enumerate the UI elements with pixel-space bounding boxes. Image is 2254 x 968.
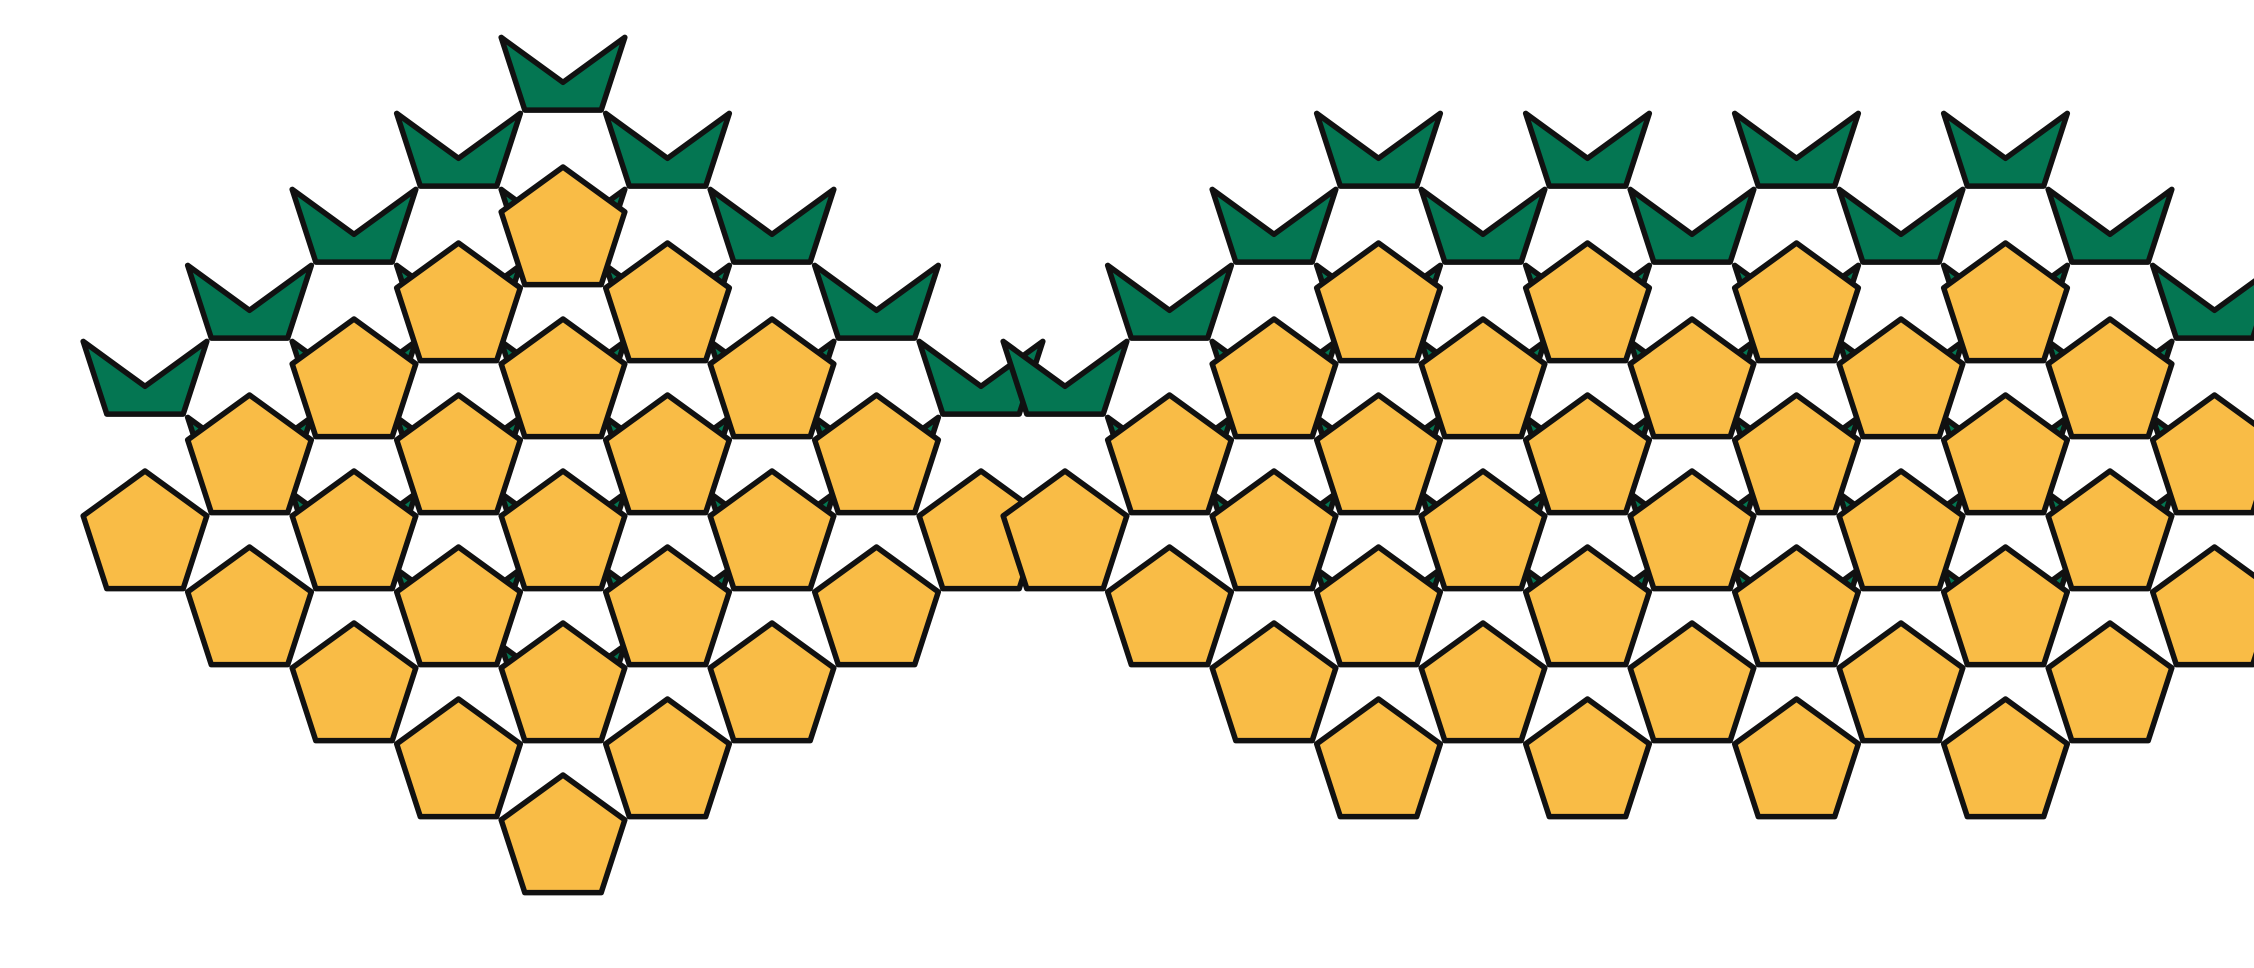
star-tile	[602, 110, 733, 189]
star-tile	[1522, 110, 1653, 189]
pentagon-tile	[1522, 544, 1653, 668]
pentagon-tile	[1627, 468, 1757, 592]
pentagon-tile	[1940, 696, 2071, 820]
pentagon-tile	[498, 316, 628, 440]
pentagon-tile	[1313, 240, 1444, 364]
star-tile	[498, 34, 628, 113]
pentagon-tile	[707, 468, 837, 592]
pentagon-tile	[393, 544, 524, 668]
star-tile	[184, 262, 315, 341]
pentagon-tile	[602, 392, 733, 516]
pentagon-tile	[1627, 316, 1757, 440]
pentagon-tile	[1627, 620, 1757, 744]
pentagon-tile	[1313, 696, 1444, 820]
pentagon-tile	[1522, 240, 1653, 364]
pentagon-tile	[1731, 696, 1862, 820]
pentagon-tile	[1836, 468, 1966, 592]
pentagon-tile	[1522, 696, 1653, 820]
pentagon-tile	[707, 316, 837, 440]
star-tile	[2149, 262, 2254, 341]
pentagon-tile	[393, 392, 524, 516]
pentagon-tile	[2045, 468, 2175, 592]
pentagon-tile	[1209, 316, 1339, 440]
pentagon-tile	[184, 392, 315, 516]
pentagon-tile	[1418, 620, 1548, 744]
pentagon-tile	[498, 620, 628, 744]
pentagon-tile	[1104, 392, 1235, 516]
star-tile	[811, 262, 942, 341]
pentagon-tile	[498, 164, 628, 288]
pentagon-tile	[289, 620, 419, 744]
pentagon-tile	[1209, 620, 1339, 744]
pentagon-tile	[80, 468, 210, 592]
pentagon-tile	[602, 696, 733, 820]
star-tile	[1731, 110, 1862, 189]
pentagon-tile	[1940, 240, 2071, 364]
right-hexagonal-tiling	[1000, 110, 2254, 820]
pentagon-tile	[2045, 316, 2175, 440]
star-tile	[1940, 110, 2071, 189]
star-tile	[80, 338, 210, 417]
left-rhombus-tiling	[80, 34, 1046, 896]
pentagon-tile	[289, 316, 419, 440]
pentagon-tile	[1209, 468, 1339, 592]
pentagon-tile	[393, 696, 524, 820]
pentagon-tile	[393, 240, 524, 364]
star-tile	[1836, 186, 1966, 265]
pentagon-tile	[1313, 544, 1444, 668]
pentagon-tile	[184, 544, 315, 668]
pentagon-tile	[1836, 620, 1966, 744]
pentagon-tile	[1522, 392, 1653, 516]
star-tile	[1104, 262, 1235, 341]
pentagon-tile	[1940, 544, 2071, 668]
pentagon-tile	[2045, 620, 2175, 744]
pentagon-tile	[1313, 392, 1444, 516]
pentagon-tile	[498, 468, 628, 592]
pentagon-tile	[1940, 392, 2071, 516]
pentagon-tile	[1836, 316, 1966, 440]
pentagon-tile	[289, 468, 419, 592]
pentagon-tile	[498, 772, 628, 896]
pentagon-tile	[1731, 240, 1862, 364]
pentagon-tile	[707, 620, 837, 744]
pentagon-tile	[1418, 316, 1548, 440]
pentagon-tile	[602, 240, 733, 364]
pentagon-tile	[1104, 544, 1235, 668]
pentagon-tile	[602, 544, 733, 668]
pentagon-tile	[2149, 544, 2254, 668]
star-tile	[393, 110, 524, 189]
pentagon-tile	[2149, 392, 2254, 516]
star-tile	[707, 186, 837, 265]
star-tile	[1418, 186, 1548, 265]
star-tile	[289, 186, 419, 265]
pentagon-tile	[1731, 392, 1862, 516]
pentagon-tile	[1731, 544, 1862, 668]
star-tile	[1313, 110, 1444, 189]
pentagon-tile	[811, 392, 942, 516]
star-tile	[1209, 186, 1339, 265]
star-tile	[1000, 338, 1130, 417]
pentagon-tile	[811, 544, 942, 668]
pentagon-tile	[1418, 468, 1548, 592]
star-tile	[1627, 186, 1757, 265]
pentagon-tile	[1000, 468, 1130, 592]
star-tile	[2045, 186, 2175, 265]
